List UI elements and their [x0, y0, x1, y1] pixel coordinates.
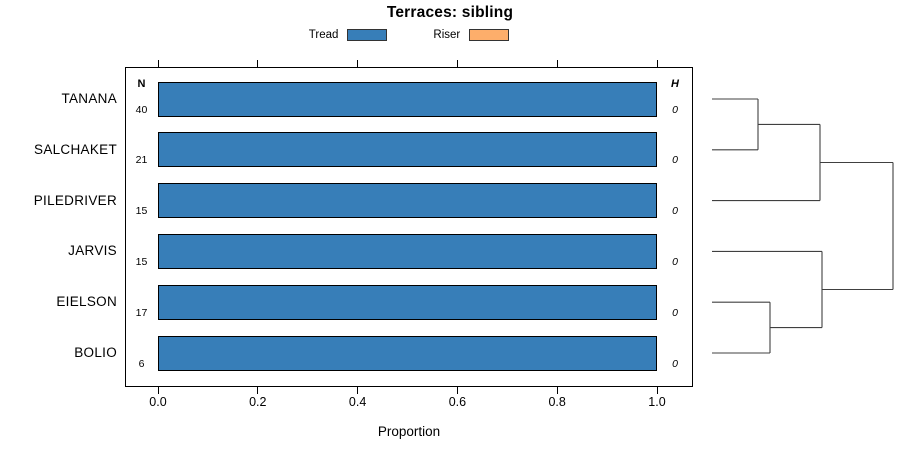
- x-tick-bottom: [357, 387, 359, 394]
- x-tick-label: 1.0: [648, 395, 666, 409]
- category-label: SALCHAKET: [34, 141, 117, 157]
- x-tick-top: [157, 60, 159, 67]
- x-tick-top: [456, 60, 458, 67]
- n-value: 15: [135, 255, 148, 268]
- n-value: 17: [135, 306, 148, 319]
- category-label: BOLIO: [74, 345, 117, 360]
- h-value: 0: [672, 205, 678, 218]
- h-value: 0: [672, 154, 678, 167]
- dendrogram: [712, 98, 894, 354]
- chart-title: Terraces: sibling: [386, 4, 514, 21]
- x-tick-label: 0.4: [348, 395, 367, 409]
- h-value: 0: [672, 255, 678, 268]
- legend-item-tread: Tread: [309, 29, 388, 41]
- x-tick-top: [357, 60, 359, 67]
- n-value: 40: [135, 103, 148, 116]
- x-axis-label: Proportion: [377, 424, 441, 439]
- category-label: TANANA: [61, 91, 117, 106]
- n-value: 15: [135, 205, 148, 218]
- h-value: 0: [672, 103, 678, 116]
- x-tick-top: [656, 60, 658, 67]
- x-tick-top: [257, 60, 259, 67]
- x-tick-bottom: [157, 387, 159, 394]
- x-tick-bottom: [257, 387, 259, 394]
- legend-swatch-riser: [469, 29, 510, 41]
- category-label: JARVIS: [68, 243, 117, 259]
- bar-tread: [158, 132, 657, 168]
- n-column-header: N: [137, 78, 146, 90]
- x-tick-bottom: [456, 387, 458, 394]
- bar-tread: [158, 233, 657, 269]
- x-tick-label: 0.8: [548, 395, 566, 409]
- h-value: 0: [672, 306, 678, 319]
- bar-tread: [158, 183, 657, 219]
- legend-item-riser: Riser: [433, 29, 510, 41]
- h-column-header: H: [671, 78, 679, 90]
- x-tick-bottom: [656, 387, 658, 394]
- x-tick-label: 0.0: [149, 395, 167, 409]
- plot-area: [125, 67, 693, 387]
- category-label: EIELSON: [56, 294, 117, 310]
- category-label: PILEDRIVER: [33, 192, 117, 208]
- legend-label-tread: Tread: [308, 29, 339, 41]
- h-value: 0: [672, 357, 678, 370]
- x-tick-top: [556, 60, 558, 67]
- x-tick-label: 0.6: [448, 395, 467, 409]
- n-value: 6: [138, 357, 145, 370]
- legend: Tread Riser: [125, 27, 693, 43]
- n-value: 21: [135, 154, 148, 167]
- legend-label-riser: Riser: [433, 29, 461, 41]
- bar-tread: [158, 335, 657, 371]
- bar-tread: [158, 284, 657, 320]
- x-tick-bottom: [556, 387, 558, 394]
- legend-swatch-tread: [347, 29, 388, 41]
- x-tick-label: 0.2: [249, 395, 267, 409]
- bar-tread: [158, 81, 657, 117]
